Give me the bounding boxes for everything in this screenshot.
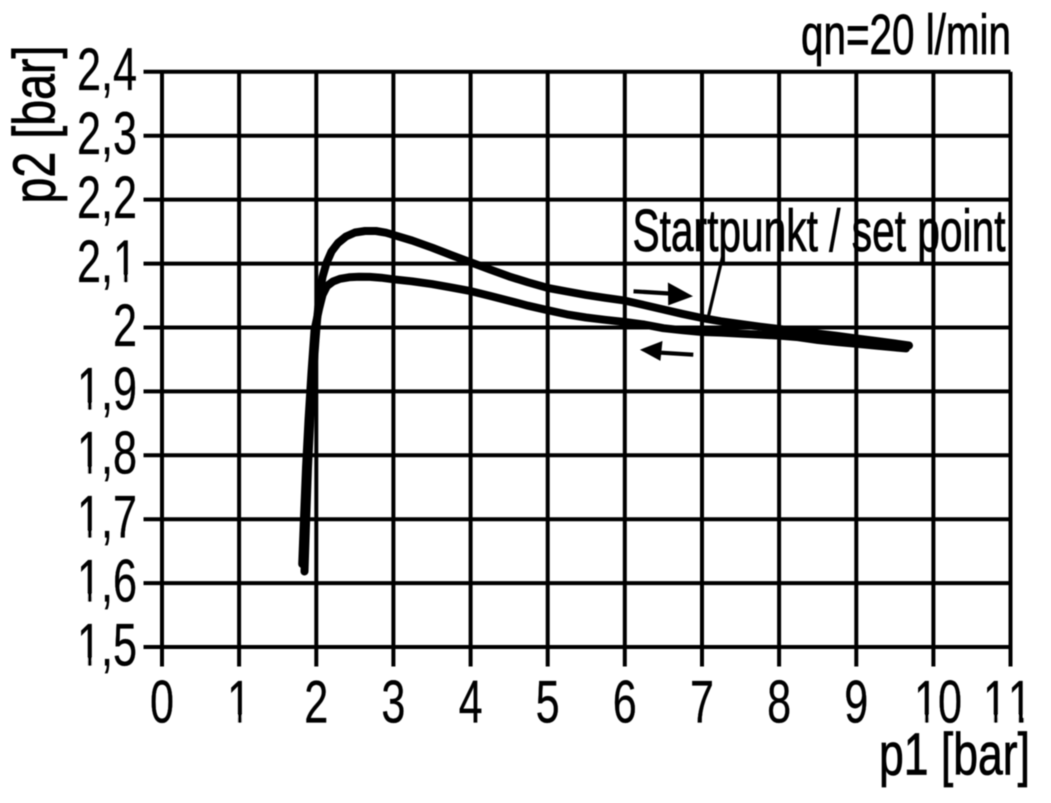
svg-text:1,5: 1,5 (77, 613, 137, 680)
svg-text:9: 9 (844, 670, 868, 737)
svg-text:7: 7 (690, 670, 714, 737)
svg-text:6: 6 (613, 670, 637, 737)
svg-text:1,9: 1,9 (77, 357, 137, 424)
svg-text:2,4: 2,4 (77, 37, 137, 104)
svg-text:qn=20 l/min: qn=20 l/min (801, 3, 1011, 67)
svg-text:Startpunkt / set point: Startpunkt / set point (633, 197, 1006, 264)
svg-text:11: 11 (983, 670, 1036, 737)
svg-text:1,6: 1,6 (77, 549, 137, 616)
svg-text:0: 0 (150, 670, 174, 737)
svg-text:2,3: 2,3 (77, 101, 137, 168)
svg-text:5: 5 (536, 670, 560, 737)
svg-text:2: 2 (304, 670, 328, 737)
svg-text:2,2: 2,2 (77, 165, 137, 232)
svg-text:1,7: 1,7 (77, 485, 137, 552)
svg-text:3: 3 (381, 670, 405, 737)
svg-text:2: 2 (113, 293, 137, 360)
svg-text:p2 [bar]: p2 [bar] (1, 46, 68, 204)
svg-text:4: 4 (459, 670, 483, 737)
svg-text:8: 8 (767, 670, 791, 737)
svg-text:p1 [bar]: p1 [bar] (879, 721, 1030, 788)
svg-text:1: 1 (227, 670, 251, 737)
svg-text:10: 10 (914, 670, 962, 737)
svg-text:2,1: 2,1 (77, 229, 137, 296)
svg-text:1,8: 1,8 (77, 421, 137, 488)
